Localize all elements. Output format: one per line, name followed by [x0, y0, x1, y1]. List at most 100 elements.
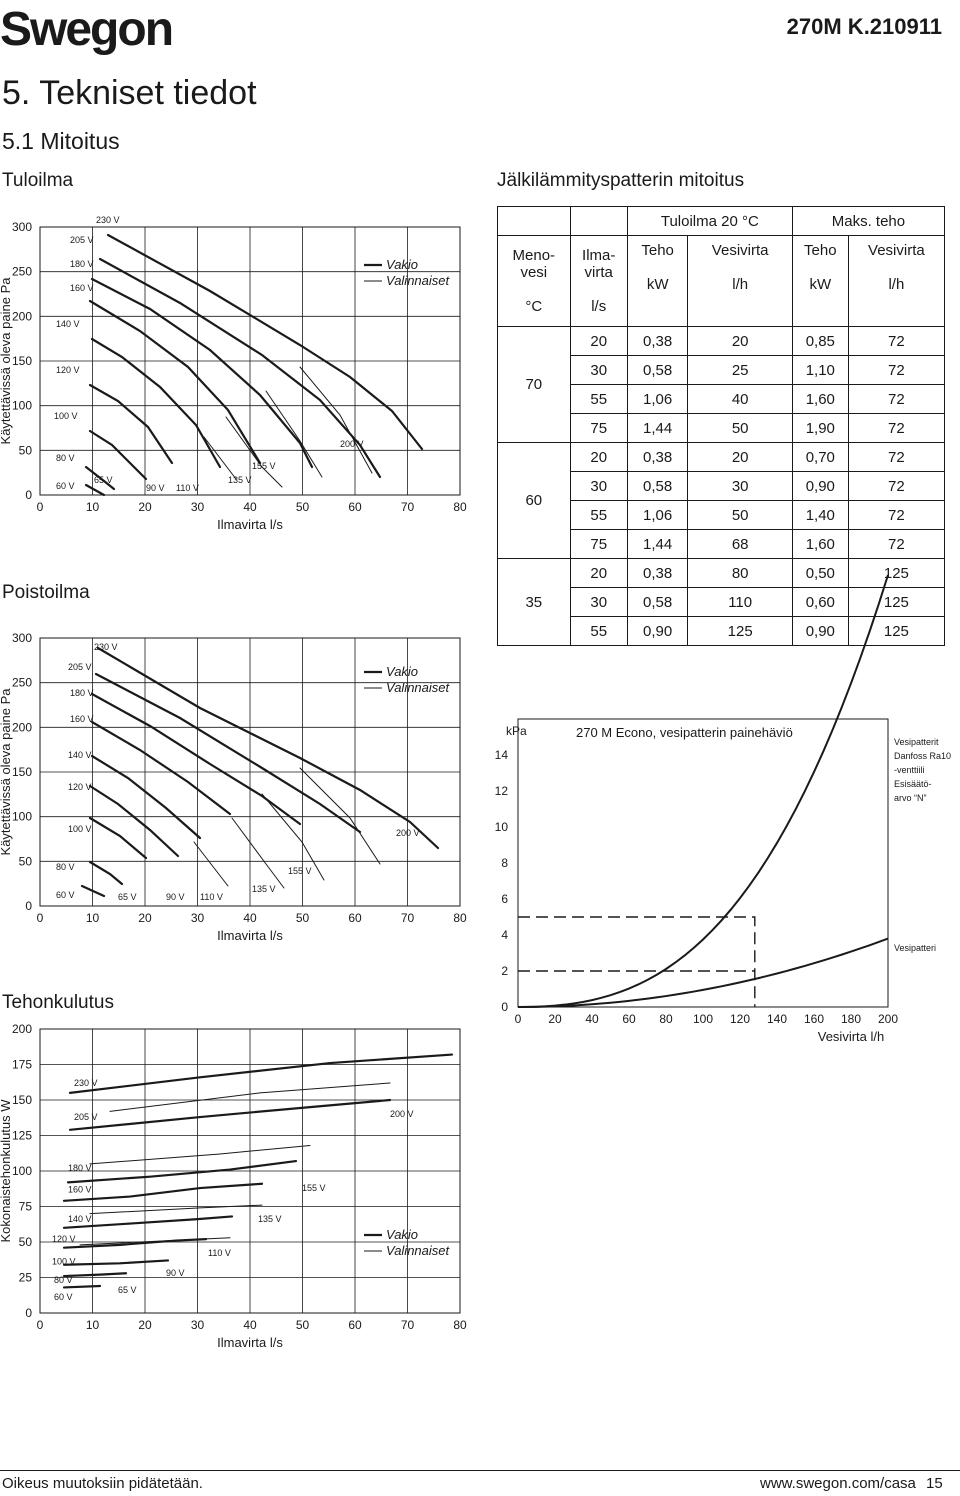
tulo-curve: [90, 277, 314, 469]
poistoilma-chart: 0 10 20 30 40 50 60 70 80 0 50 100 150 200 250 300 Ilmav…: [0, 618, 480, 948]
tulo-curve: [90, 337, 222, 469]
teho-curve-label: 155 V: [302, 1183, 326, 1193]
table-row: Meno-vesi °C Ilma-virta l/s Teho kW Vesivirta l…: [497, 235, 946, 327]
teho-curve: [68, 1098, 392, 1131]
tulo-curve-label: 90 V: [146, 483, 165, 493]
poisto-thin-curve: [299, 767, 381, 865]
paine-x-tick: 0: [515, 1012, 522, 1026]
tulo-y-tick: 300: [12, 220, 32, 234]
teho-x-tick: 40: [243, 1318, 257, 1332]
tulo-y-tick: 200: [12, 309, 32, 323]
poisto-x-label: Ilmavirta l/s: [217, 928, 283, 943]
teho-x-label: Ilmavirta l/s: [217, 1335, 283, 1350]
paine-frame: [517, 718, 889, 1008]
poisto-curve: [90, 754, 202, 840]
col-header: Vesivirta l/h: [847, 235, 946, 327]
swegon-logo: Swegon: [0, 3, 174, 56]
tulo-x-label: Ilmavirta l/s: [217, 517, 283, 532]
table-cell: 75: [569, 413, 628, 443]
teho-curve-label: 110 V: [208, 1248, 231, 1258]
poisto-curve-label: 180 V: [70, 688, 94, 698]
teho-x-tick: 80: [453, 1318, 467, 1332]
teho-curve: [62, 1272, 128, 1278]
table-cell: 0,58: [626, 587, 689, 617]
poisto-curve: [94, 672, 362, 834]
tulo-curve: [88, 383, 174, 465]
table-cell: 50: [687, 500, 793, 530]
tulo-x-tick: 20: [138, 500, 152, 514]
table-cell: 125: [847, 616, 946, 646]
poisto-x-tick: 60: [348, 911, 362, 925]
poisto-curve-label: 155 V: [288, 866, 312, 876]
paine-x-tick: 40: [585, 1012, 599, 1026]
table-cell: 0,50: [791, 558, 849, 588]
table-row: 55 1,06 50 1,40 72: [498, 500, 946, 530]
paine-valve-label: arvo “N”: [894, 793, 927, 803]
poisto-y-tick: 50: [19, 854, 33, 868]
table-row: 35 20 0,38 80 0,50 125: [497, 558, 946, 646]
poisto-curve-label: 205 V: [68, 662, 92, 672]
menovesi-temp: 35: [497, 558, 571, 646]
table-cell: 0,58: [626, 355, 689, 385]
paine-y-tick: 10: [495, 820, 509, 834]
poisto-curve-label: 160 V: [70, 714, 94, 724]
tulo-x-tick: 40: [243, 500, 257, 514]
painehavio-chart: 0 20 40 60 80 100 120 140 160 180 200 0 2 4 6 8 10 12 14 kP…: [490, 574, 960, 1050]
table-cell: 0,38: [626, 442, 689, 472]
teho-curve: [62, 1215, 234, 1229]
table-cell: 0,58: [626, 471, 689, 501]
poisto-x-tick: 30: [191, 911, 205, 925]
tehonkulutus-chart: 0 10 20 30 40 50 60 70 80 0 25 50 75 100 125 150 175 200 I…: [0, 1015, 480, 1360]
tulo-curve-label: 205 V: [70, 235, 94, 245]
tulo-x-tick: 30: [191, 500, 205, 514]
footer: Oikeus muutoksiin pidätetään. www.swegon…: [0, 1470, 960, 1496]
footer-url[interactable]: www.swegon.com/casa: [760, 1475, 916, 1492]
paine-x-tick: 60: [622, 1012, 636, 1026]
teho-curve-label: 180 V: [68, 1163, 92, 1173]
tulo-curve: [98, 257, 382, 479]
poisto-curve-label: 230 V: [94, 642, 118, 652]
table-cell: [497, 206, 571, 236]
teho-thin-curve: [89, 1204, 263, 1215]
tulo-curve-label: 80 V: [56, 453, 75, 463]
tulo-y-tick: 150: [12, 354, 32, 368]
page-number: 15: [926, 1475, 943, 1492]
poisto-curve-label: 80 V: [56, 862, 75, 872]
teho-curve-label: 60 V: [54, 1292, 73, 1302]
teho-y-tick: 125: [12, 1129, 32, 1143]
tulo-x-tick: 80: [453, 500, 467, 514]
paine-x-tick: 200: [878, 1012, 898, 1026]
teho-curve-label: 65 V: [118, 1285, 137, 1295]
col-header: Teho kW: [791, 235, 849, 327]
tulo-y-label: Käytettävissä oleva paine Pa: [0, 277, 13, 445]
table-cell: 75: [569, 529, 628, 559]
poisto-x-tick: 40: [243, 911, 257, 925]
teho-curve-label: 90 V: [166, 1268, 185, 1278]
tulo-curve-label: 230 V: [96, 215, 120, 225]
table-cell: 68: [687, 529, 793, 559]
tulo-y-tick: 100: [12, 399, 32, 413]
table-cell: 1,60: [791, 529, 849, 559]
paine-title: 270 M Econo, vesipatterin painehäviö: [576, 725, 793, 740]
poisto-curve-label: 65 V: [118, 892, 137, 902]
table-cell: 0,90: [626, 616, 689, 646]
teho-y-tick: 200: [12, 1022, 32, 1036]
table-cell: 55: [569, 384, 628, 414]
teho-x-tick: 10: [86, 1318, 100, 1332]
poisto-y-tick: 300: [12, 631, 32, 645]
teho-curve-label: 140 V: [68, 1214, 92, 1224]
table-row: 75 1,44 50 1,90 72: [498, 413, 946, 443]
table-cell: 72: [847, 471, 946, 501]
tulo-x-tick: 10: [86, 500, 100, 514]
poistoilma-title: Poistoilma: [2, 582, 90, 603]
table-cell: 72: [847, 500, 946, 530]
paine-coil-curve: [517, 937, 889, 1008]
poisto-x-tick: 70: [401, 911, 415, 925]
footer-disclaimer: Oikeus muutoksiin pidätetään.: [2, 1475, 203, 1492]
poisto-curve: [88, 860, 124, 886]
poisto-y-label: Käytettävissä oleva paine Pa: [0, 688, 13, 856]
teho-curve-label: 230 V: [74, 1078, 98, 1088]
paine-x-tick: 140: [767, 1012, 787, 1026]
poisto-curve-label: 60 V: [56, 890, 75, 900]
table-cell: 55: [569, 500, 628, 530]
